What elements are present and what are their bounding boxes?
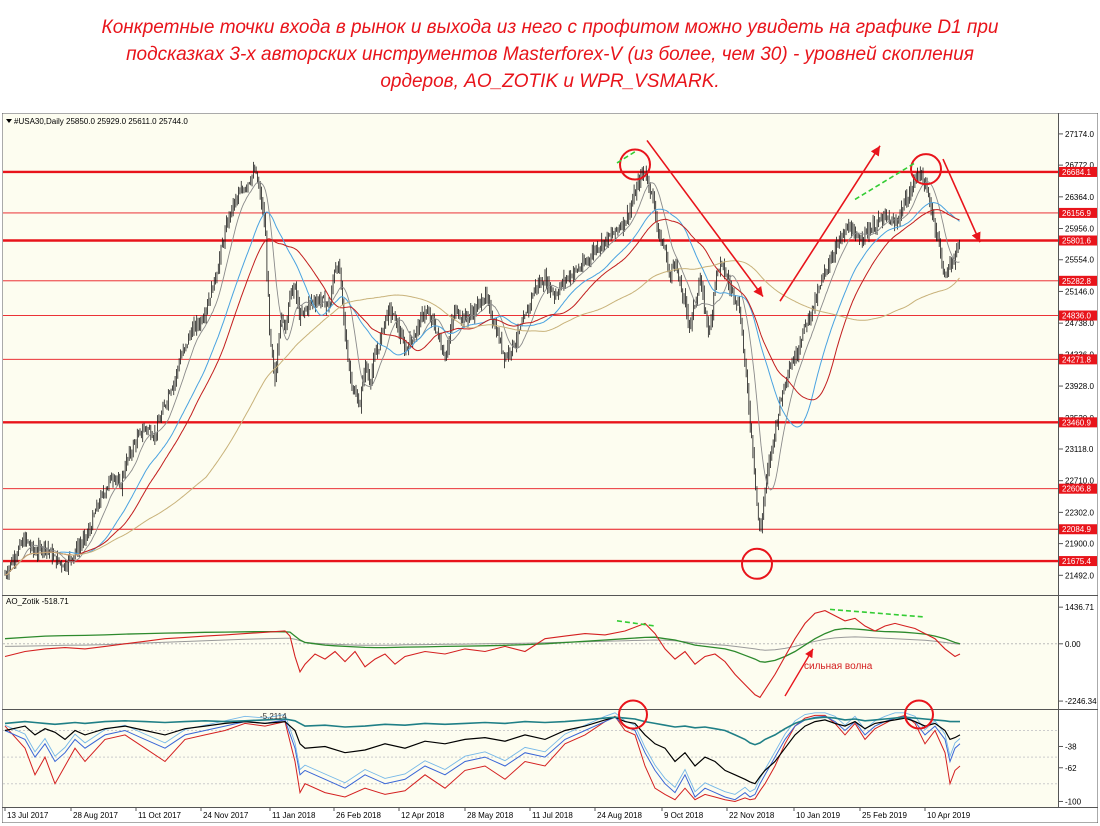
ao-annotations [616, 608, 926, 697]
price-tick-label: 24738.0 [1065, 319, 1094, 328]
level-badge [1059, 235, 1097, 246]
time-tick-label: 11 Jul 2018 [532, 811, 573, 820]
level-badge-label: 22084.9 [1062, 525, 1091, 534]
ao-main-line [4, 610, 961, 699]
moving-average-line [4, 181, 960, 576]
time-tick-label: 28 May 2018 [467, 811, 514, 820]
level-badge [1059, 556, 1097, 567]
time-tick-label: 11 Oct 2017 [138, 811, 182, 820]
time-tick-label: 26 Feb 2018 [336, 811, 381, 820]
trend-arrow [646, 139, 764, 298]
ao-signal-line [4, 627, 961, 663]
ao-tick-label: -2246.34 [1065, 697, 1097, 706]
time-tick-label: 24 Aug 2018 [597, 811, 642, 820]
price-tick-label: 25554.0 [1065, 256, 1094, 265]
price-tick-label: 22710.0 [1065, 477, 1094, 486]
level-badge-label: 26684.1 [1062, 168, 1091, 177]
highlight-circle [741, 547, 773, 580]
time-axis: 13 Jul 2017 28 Aug 2017 11 Oct 2017 24 Nov … [4, 807, 971, 820]
wpr-tick-label: -62 [1065, 764, 1077, 773]
time-tick-label: 25 Feb 2019 [862, 811, 907, 820]
wpr-legend-strip: -5.2114 [260, 712, 287, 721]
time-tick-label: 10 Jan 2019 [796, 811, 841, 820]
price-tick-label: 23118.0 [1065, 445, 1094, 454]
price-tick-label: 27174.0 [1065, 130, 1094, 139]
highlight-circle [618, 699, 648, 730]
level-badge [1059, 207, 1097, 218]
caption-line: ордеров, AO_ZOTIK и WPR_VSMARK. [380, 71, 720, 92]
level-badge-label: 26156.9 [1062, 209, 1091, 218]
wpr-teal-line [4, 716, 960, 746]
wpr-red-line [4, 714, 961, 803]
ao-zotik-panel[interactable]: 1436.71 0.00 -2246.34 AO_Zotik -518.71 сил… [2, 595, 1098, 710]
ao-lines [4, 610, 961, 699]
ao-tick-label: 1436.71 [1065, 603, 1094, 612]
symbol-label: #USA30,Daily 25850.0 25929.0 25611.0 257… [14, 117, 188, 126]
price-tick-label: 22302.0 [1065, 508, 1094, 517]
trading-terminal[interactable]: 27174.0 26772.0 26364.0 25956.0 25554.0 25146… [2, 113, 1098, 823]
price-annotations [616, 139, 981, 580]
ao-tick-label: 0.00 [1065, 640, 1081, 649]
level-badge [1059, 275, 1097, 286]
moving-average-line [4, 202, 960, 576]
level-badge-label: 23460.9 [1062, 418, 1091, 427]
price-tick-label: 21492.0 [1065, 571, 1094, 580]
level-badge [1059, 310, 1097, 321]
caption-line: подсказках 3-х авторских инструментов Ma… [126, 44, 974, 65]
time-tick-label: 11 Jan 2018 [272, 811, 316, 820]
trend-arrow [942, 158, 981, 243]
level-badge [1059, 483, 1097, 494]
wpr-black-line [4, 716, 961, 785]
price-tick-label: 26772.0 [1065, 161, 1094, 170]
price-panel[interactable]: 27174.0 26772.0 26364.0 25956.0 25554.0 25146… [3, 114, 1097, 595]
highlight-circle [910, 153, 942, 186]
price-tick-label: 21900.0 [1065, 540, 1094, 549]
moving-average-line [4, 260, 960, 576]
caption: Конкретные точки входа в рынок и выхода … [0, 14, 1100, 95]
strong-wave-annotation: сильная волна [804, 661, 873, 672]
time-tick-label: 10 Apr 2019 [927, 811, 971, 820]
price-tick-label: 25956.0 [1065, 225, 1094, 234]
wpr-tick-label: -38 [1065, 742, 1077, 751]
level-badge-label: 21675.4 [1062, 557, 1091, 566]
level-badge [1059, 524, 1097, 535]
caption-line: Конкретные точки входа в рынок и выхода … [101, 17, 999, 38]
ao-panel-bg [3, 596, 1058, 709]
level-badge-label: 22606.8 [1062, 485, 1091, 494]
time-tick-label: 9 Oct 2018 [664, 811, 704, 820]
collapse-triangle-icon[interactable] [6, 119, 12, 123]
price-tick-label: 26364.0 [1065, 193, 1094, 202]
time-tick-label: 22 Nov 2018 [729, 811, 775, 820]
wpr-vsmark-panel[interactable]: -38 -62 -100 -5.2114 [2, 699, 1098, 807]
time-tick-label: 28 Aug 2017 [73, 811, 118, 820]
divergence-line [616, 149, 638, 164]
ao-divergence-line [616, 620, 656, 627]
level-badge [1059, 354, 1097, 365]
wpr-tick-label: -100 [1065, 797, 1082, 806]
level-badge-label: 24836.0 [1062, 312, 1091, 321]
level-badge-label: 25282.8 [1062, 277, 1091, 286]
level-badge [1059, 417, 1097, 428]
price-tick-label: 25146.0 [1065, 287, 1094, 296]
price-panel-bg [3, 114, 1058, 595]
level-badge-label: 24271.8 [1062, 355, 1091, 364]
strong-wave-arrow [784, 648, 814, 697]
time-tick-label: 12 Apr 2018 [401, 811, 445, 820]
wpr-annotations [618, 699, 934, 730]
divergence-line [854, 162, 916, 201]
highlight-circle [904, 699, 934, 730]
trend-arrow [779, 145, 881, 302]
highlight-circle [619, 148, 651, 181]
price-levels [3, 170, 1058, 563]
level-badge [1059, 166, 1097, 177]
moving-averages [4, 181, 960, 576]
wpr-panel-bg [3, 710, 1058, 807]
ao-label: AO_Zotik -518.71 [6, 597, 69, 606]
time-tick-label: 24 Nov 2017 [203, 811, 249, 820]
price-tick-label: 23928.0 [1065, 382, 1094, 391]
level-labels: 26684.1 26156.9 25801.6 25282.8 24836.0 24271… [1059, 166, 1097, 567]
time-tick-label: 13 Jul 2017 [7, 811, 49, 820]
level-badge-label: 25801.6 [1062, 237, 1091, 246]
moving-average-line [4, 209, 960, 576]
